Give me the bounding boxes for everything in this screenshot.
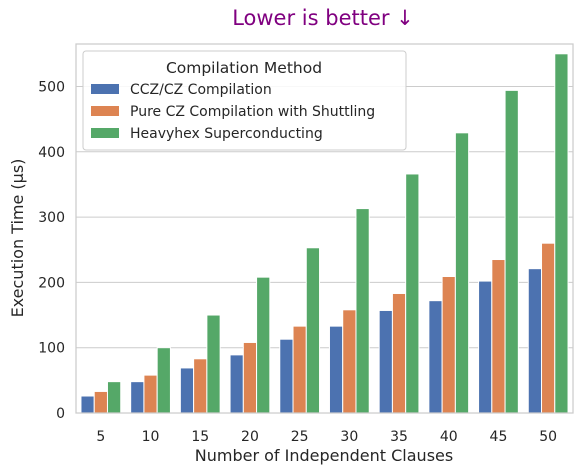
bar-ccz-cz-compilation-40	[428, 300, 443, 414]
legend-swatch	[91, 106, 119, 116]
bar-heavyhex-superconducting-5	[106, 381, 122, 414]
bar-pure-cz-compilation-with-shuttling-40	[441, 276, 456, 414]
bar-pure-cz-compilation-with-shuttling-35	[391, 292, 407, 414]
bar-pure-cz-compilation-with-shuttling-10	[143, 374, 158, 414]
x-tick-label: 50	[539, 429, 557, 445]
bar-ccz-cz-compilation-10	[130, 381, 145, 414]
bar-ccz-cz-compilation-50	[527, 268, 543, 414]
legend-swatch	[91, 84, 119, 94]
y-tick-label: 500	[38, 79, 65, 95]
bar-ccz-cz-compilation-45	[478, 280, 493, 414]
bar-ccz-cz-compilation-5	[80, 395, 95, 414]
bar-heavyhex-superconducting-40	[454, 132, 470, 414]
y-tick-label: 200	[38, 275, 65, 291]
legend-swatch	[91, 128, 119, 138]
bar-pure-cz-compilation-with-shuttling-5	[93, 390, 108, 414]
x-tick-label: 30	[340, 429, 358, 445]
bars	[80, 53, 569, 414]
bar-heavyhex-superconducting-50	[554, 53, 569, 414]
bar-ccz-cz-compilation-30	[328, 325, 344, 414]
x-tick-label: 25	[291, 429, 309, 445]
x-tick-label: 10	[142, 429, 160, 445]
bar-ccz-cz-compilation-25	[279, 338, 294, 414]
bar-pure-cz-compilation-with-shuttling-45	[491, 259, 506, 414]
x-tick-label: 35	[390, 429, 408, 445]
x-tick-label: 20	[241, 429, 259, 445]
legend-entry: Pure CZ Compilation with Shuttling	[130, 104, 375, 120]
x-tick-label: 5	[96, 429, 105, 445]
y-axis-label: Execution Time (µs)	[8, 159, 27, 318]
bar-pure-cz-compilation-with-shuttling-30	[342, 309, 357, 414]
bar-heavyhex-superconducting-20	[256, 276, 271, 414]
y-tick-label: 100	[38, 341, 65, 357]
bar-heavyhex-superconducting-35	[405, 173, 420, 414]
bar-pure-cz-compilation-with-shuttling-15	[193, 358, 208, 414]
chart-title: Lower is better ↓	[232, 6, 414, 30]
bar-heavyhex-superconducting-10	[156, 347, 171, 414]
bar-ccz-cz-compilation-35	[378, 309, 393, 414]
x-tick-label: 45	[490, 429, 508, 445]
bar-pure-cz-compilation-with-shuttling-25	[292, 325, 307, 414]
x-tick-label: 40	[440, 429, 458, 445]
legend: Compilation Method CCZ/CZ Compilation Pur…	[82, 50, 407, 151]
x-tick-label: 15	[191, 429, 209, 445]
bar-heavyhex-superconducting-45	[504, 89, 519, 414]
y-axis-ticks: 0 100 200 300 400 500	[38, 79, 65, 422]
legend-entry: CCZ/CZ Compilation	[130, 82, 272, 98]
plot-area-frame	[75, 43, 574, 414]
bar-ccz-cz-compilation-20	[229, 354, 244, 414]
legend-entry: Heavyhex Superconducting	[130, 126, 323, 142]
x-axis-label: Number of Independent Clauses	[195, 446, 453, 465]
y-tick-label: 300	[38, 210, 65, 226]
bar-heavyhex-superconducting-25	[305, 247, 321, 414]
y-tick-label: 400	[38, 145, 65, 161]
legend-box	[82, 50, 407, 151]
bar-pure-cz-compilation-with-shuttling-50	[541, 242, 556, 414]
y-tick-label: 0	[56, 406, 65, 422]
bar-pure-cz-compilation-with-shuttling-20	[242, 341, 258, 414]
bar-ccz-cz-compilation-15	[179, 367, 195, 414]
bar-heavyhex-superconducting-15	[206, 314, 221, 414]
legend-title: Compilation Method	[166, 59, 322, 77]
bar-heavyhex-superconducting-30	[355, 208, 370, 414]
x-axis-ticks: 5 10 15 20 25 30 35 40 45 50	[96, 429, 557, 445]
